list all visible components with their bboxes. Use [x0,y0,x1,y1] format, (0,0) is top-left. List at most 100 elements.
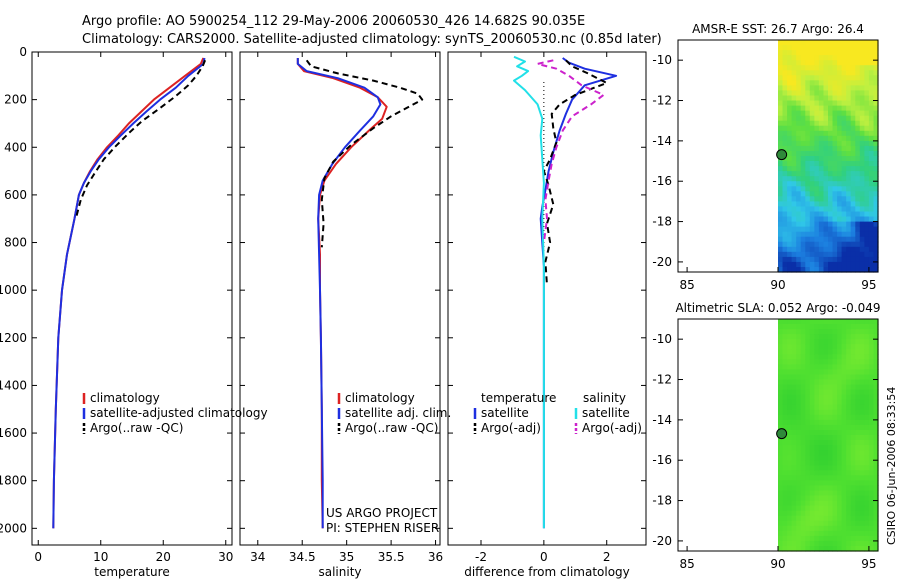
sla_map-cell [823,379,829,386]
sla_map-cell [855,485,861,491]
sla_map-cell [809,419,815,426]
sst_map-cell [818,261,824,268]
sst_map-cell [828,191,834,197]
sst_map-cell [823,90,829,96]
sla_map-cell [809,525,815,532]
sst_map-cell [800,125,806,132]
sst_map-cell [855,135,861,142]
sla_map-cell [823,475,829,481]
sla_map-cell [796,409,802,416]
temperature-series-1 [52,57,206,529]
sla_map-cell [796,354,802,360]
sst_map-cell [832,251,838,258]
sla_map-cell [814,354,820,360]
sla_map-cell [841,424,847,431]
sla_map-cell [859,500,865,507]
sla_map-cell [809,430,815,436]
sst_map-cell [796,110,802,117]
sst_map-cell [846,231,852,238]
sst_map-cell [823,156,829,162]
sst_map-cell [864,236,870,243]
sla_map-cell [855,374,861,381]
sst_map-cell [850,211,856,218]
sla_map-cell [868,384,874,391]
sla_map-cell [864,419,870,426]
sla_map-cell [823,495,829,502]
sla_map-cell [787,535,793,542]
sla_map-cell [796,540,802,547]
sla_map-cell [855,495,861,502]
legend-temperature-entry: Argo(..raw -QC) [90,421,183,435]
sst_map-cell [846,95,852,102]
sst_map-cell [850,105,856,112]
sla_map-cell [873,384,879,391]
sst_map-cell [778,140,784,147]
sla_map-cell [859,339,865,345]
sla_map-cell [796,460,802,466]
sla_map-cell [855,515,861,522]
sst_map-cell [873,196,879,202]
sla_map-cell [828,409,834,416]
sst_map-cell [859,135,865,142]
sst_map-cell [782,221,788,228]
sst_map-cell [814,251,820,258]
sst_map-cell [778,70,784,76]
sla_map-cell [791,455,797,461]
sla_map-cell [823,414,829,421]
sla_map-cell [868,455,874,461]
sla_map-cell [778,329,784,335]
salinity-frame [239,51,441,546]
sla_map-cell [814,334,820,340]
sst_map-cell [828,50,834,56]
sst_map-cell [796,140,802,147]
sst_map-cell [828,90,834,96]
sst_map-cell [791,241,797,248]
sla_map-cell [828,450,834,456]
sst_map-cell [823,135,829,142]
sst_map-cell [841,110,847,117]
sst_map-cell [859,50,865,56]
sla_map-cell [850,404,856,411]
sla_map-cell [846,505,852,512]
sla_map-cell [818,540,824,547]
sst_map-cell [809,50,815,56]
sst_map-ytick-label: -12 [652,94,672,108]
sst_map-cell [841,196,847,202]
sst_map-cell [828,40,834,46]
sla_map-cell [818,414,824,421]
sla_map-cell [796,319,802,325]
sla_map-cell [782,540,788,547]
sst_map-cell [855,45,861,51]
salinity-xtick-label: 35.5 [378,550,405,564]
sst_map-cell [787,75,793,81]
sst_map-cell [850,50,856,56]
sst_map-cell [837,246,843,253]
sla_map-cell [850,384,856,391]
sla_map-cell [818,399,824,406]
sst_map-cell [828,151,834,157]
sla_map-cell [778,414,784,421]
sla_map-cell [814,445,820,451]
sst_map-cell [818,196,824,202]
sst_map-cell [850,90,856,96]
sla_map-cell [778,520,784,527]
sst_map-cell [800,181,806,187]
sst_map-cell [868,251,874,258]
sla_map-cell [864,450,870,456]
sst_map-cell [828,60,834,66]
sla_map-cell [787,334,793,340]
sst_map-cell [823,181,829,187]
temperature-xlabel: temperature [94,565,169,579]
sla_map-cell [868,465,874,471]
sst_map-cell [868,186,874,192]
sla_map-cell [837,339,843,345]
sst_map-cell [805,145,811,152]
sla_map-cell [814,485,820,491]
sst_map-cell [868,236,874,243]
sst_map-cell [782,201,788,207]
sst_map-cell [782,105,788,112]
sla_map-cell [823,329,829,335]
sla_map-cell [850,374,856,381]
sst_map-cell [787,166,793,172]
sla_map-cell [841,419,847,426]
